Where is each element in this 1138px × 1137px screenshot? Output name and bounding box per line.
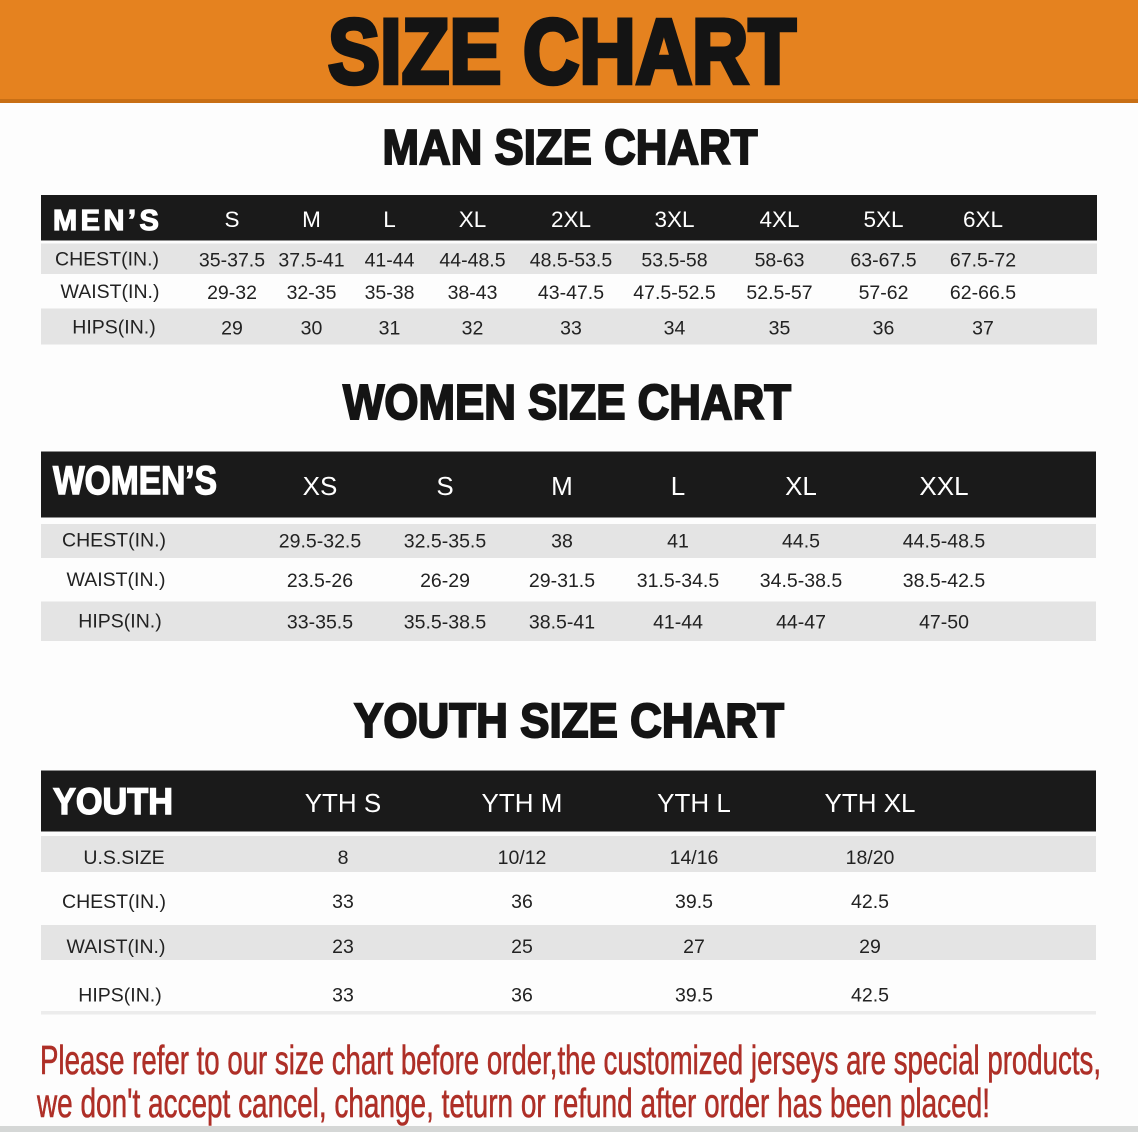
svg-text:32.5-35.5: 32.5-35.5 bbox=[404, 531, 487, 553]
svg-text:S: S bbox=[436, 471, 453, 501]
svg-text:30: 30 bbox=[301, 318, 323, 340]
svg-text:31.5-34.5: 31.5-34.5 bbox=[637, 570, 720, 592]
svg-text:44.5-48.5: 44.5-48.5 bbox=[903, 531, 986, 553]
svg-text:38.5-41: 38.5-41 bbox=[529, 612, 595, 634]
svg-text:57-62: 57-62 bbox=[859, 282, 909, 304]
svg-text:WAIST(IN.): WAIST(IN.) bbox=[67, 569, 166, 591]
svg-text:YTH S: YTH S bbox=[305, 788, 382, 818]
svg-text:48.5-53.5: 48.5-53.5 bbox=[530, 250, 613, 272]
svg-text:14/16: 14/16 bbox=[670, 847, 719, 869]
svg-text:34: 34 bbox=[664, 318, 686, 340]
svg-text:62-66.5: 62-66.5 bbox=[950, 282, 1016, 304]
svg-text:WAIST(IN.): WAIST(IN.) bbox=[61, 281, 160, 303]
svg-text:36: 36 bbox=[511, 891, 533, 913]
svg-text:29: 29 bbox=[859, 936, 881, 958]
svg-text:WAIST(IN.): WAIST(IN.) bbox=[67, 936, 166, 958]
svg-text:WOMEN SIZE CHART: WOMEN SIZE CHART bbox=[343, 376, 791, 430]
svg-text:33: 33 bbox=[560, 318, 582, 340]
svg-text:37.5-41: 37.5-41 bbox=[278, 250, 344, 272]
svg-text:44-48.5: 44-48.5 bbox=[439, 250, 505, 272]
svg-text:38: 38 bbox=[551, 531, 573, 553]
svg-text:Please refer to our size chart: Please refer to our size chart before or… bbox=[40, 1037, 1101, 1083]
svg-text:XXL: XXL bbox=[919, 471, 968, 501]
svg-text:4XL: 4XL bbox=[759, 207, 799, 232]
svg-text:U.S.SIZE: U.S.SIZE bbox=[83, 847, 164, 869]
svg-text:34.5-38.5: 34.5-38.5 bbox=[760, 570, 843, 592]
svg-text:S: S bbox=[224, 207, 239, 232]
svg-text:YTH M: YTH M bbox=[482, 788, 563, 818]
svg-text:42.5: 42.5 bbox=[851, 985, 889, 1007]
svg-text:MEN’S: MEN’S bbox=[53, 205, 162, 237]
svg-text:XS: XS bbox=[303, 471, 338, 501]
svg-text:3XL: 3XL bbox=[654, 207, 694, 232]
svg-text:58-63: 58-63 bbox=[755, 250, 805, 272]
svg-text:HIPS(IN.): HIPS(IN.) bbox=[78, 611, 161, 633]
svg-text:2XL: 2XL bbox=[551, 207, 591, 232]
svg-text:41-44: 41-44 bbox=[365, 250, 415, 272]
svg-text:29-31.5: 29-31.5 bbox=[529, 570, 595, 592]
svg-text:10/12: 10/12 bbox=[498, 847, 547, 869]
svg-text:SIZE CHART: SIZE CHART bbox=[328, 1, 796, 103]
svg-text:47-50: 47-50 bbox=[919, 612, 969, 634]
svg-text:YOUTH SIZE CHART: YOUTH SIZE CHART bbox=[354, 695, 784, 748]
svg-text:35-38: 35-38 bbox=[365, 282, 415, 304]
svg-text:52.5-57: 52.5-57 bbox=[746, 282, 812, 304]
svg-text:39.5: 39.5 bbox=[675, 891, 713, 913]
svg-text:29: 29 bbox=[221, 318, 243, 340]
svg-text:M: M bbox=[302, 207, 321, 232]
svg-text:39.5: 39.5 bbox=[675, 985, 713, 1007]
svg-text:32: 32 bbox=[462, 318, 484, 340]
svg-text:33-35.5: 33-35.5 bbox=[287, 612, 353, 634]
svg-text:WOMEN’S: WOMEN’S bbox=[53, 459, 217, 503]
svg-text:MAN SIZE CHART: MAN SIZE CHART bbox=[383, 121, 758, 175]
svg-text:31: 31 bbox=[379, 318, 401, 340]
svg-text:47.5-52.5: 47.5-52.5 bbox=[633, 282, 716, 304]
svg-text:44-47: 44-47 bbox=[776, 612, 826, 634]
svg-text:5XL: 5XL bbox=[863, 207, 903, 232]
svg-text:HIPS(IN.): HIPS(IN.) bbox=[72, 317, 155, 339]
svg-text:36: 36 bbox=[873, 318, 895, 340]
svg-text:38.5-42.5: 38.5-42.5 bbox=[903, 570, 986, 592]
svg-text:18/20: 18/20 bbox=[846, 847, 895, 869]
svg-text:CHEST(IN.): CHEST(IN.) bbox=[62, 530, 166, 552]
svg-text:43-47.5: 43-47.5 bbox=[538, 282, 604, 304]
svg-text:29-32: 29-32 bbox=[207, 282, 257, 304]
svg-text:YTH XL: YTH XL bbox=[824, 788, 915, 818]
svg-text:33: 33 bbox=[332, 985, 354, 1007]
svg-text:53.5-58: 53.5-58 bbox=[641, 250, 707, 272]
svg-text:35.5-38.5: 35.5-38.5 bbox=[404, 612, 487, 634]
svg-text:35: 35 bbox=[769, 318, 791, 340]
svg-text:41-44: 41-44 bbox=[653, 612, 703, 634]
svg-text:HIPS(IN.): HIPS(IN.) bbox=[78, 985, 161, 1007]
svg-text:44.5: 44.5 bbox=[782, 531, 820, 553]
svg-text:26-29: 26-29 bbox=[420, 570, 470, 592]
svg-text:37: 37 bbox=[972, 318, 994, 340]
svg-text:27: 27 bbox=[683, 936, 705, 958]
svg-text:23: 23 bbox=[332, 936, 354, 958]
svg-text:67.5-72: 67.5-72 bbox=[950, 250, 1016, 272]
svg-text:36: 36 bbox=[511, 985, 533, 1007]
svg-text:33: 33 bbox=[332, 891, 354, 913]
svg-text:L: L bbox=[671, 471, 685, 501]
svg-text:29.5-32.5: 29.5-32.5 bbox=[279, 531, 362, 553]
svg-text:M: M bbox=[551, 471, 573, 501]
svg-text:we don't accept cancel, change: we don't accept cancel, change, teturn o… bbox=[36, 1080, 990, 1126]
svg-text:38-43: 38-43 bbox=[448, 282, 498, 304]
svg-text:CHEST(IN.): CHEST(IN.) bbox=[62, 891, 166, 913]
svg-text:6XL: 6XL bbox=[963, 207, 1003, 232]
svg-text:25: 25 bbox=[511, 936, 533, 958]
svg-text:L: L bbox=[383, 207, 396, 232]
svg-text:XL: XL bbox=[459, 207, 487, 232]
svg-text:35-37.5: 35-37.5 bbox=[199, 250, 265, 272]
svg-text:23.5-26: 23.5-26 bbox=[287, 570, 353, 592]
svg-text:42.5: 42.5 bbox=[851, 891, 889, 913]
svg-text:XL: XL bbox=[785, 471, 817, 501]
svg-text:YTH L: YTH L bbox=[657, 788, 731, 818]
svg-text:8: 8 bbox=[338, 847, 349, 869]
svg-text:41: 41 bbox=[667, 531, 689, 553]
svg-text:32-35: 32-35 bbox=[287, 282, 337, 304]
svg-text:CHEST(IN.): CHEST(IN.) bbox=[55, 249, 159, 271]
svg-text:63-67.5: 63-67.5 bbox=[850, 250, 916, 272]
svg-text:YOUTH: YOUTH bbox=[53, 781, 173, 822]
